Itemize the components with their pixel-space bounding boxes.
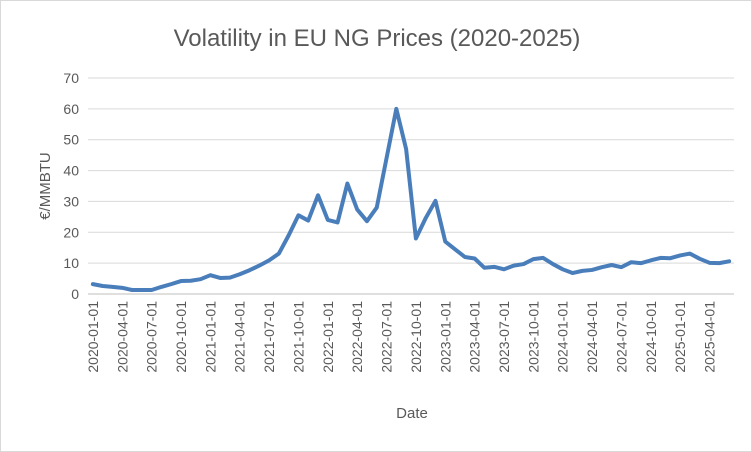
y-tick-label: 20 — [63, 224, 79, 240]
y-tick-label: 50 — [63, 132, 79, 148]
x-tick-label: 2022-07-01 — [379, 301, 395, 373]
x-tick-label: 2020-01-01 — [85, 301, 101, 373]
x-tick-label: 2021-04-01 — [232, 301, 248, 373]
x-tick-label: 2021-01-01 — [202, 301, 218, 373]
x-tick-label: 2022-04-01 — [349, 301, 365, 373]
x-tick-label: 2023-07-01 — [496, 301, 512, 373]
x-tick-label: 2023-04-01 — [467, 301, 483, 373]
x-tick-label: 2021-07-01 — [261, 301, 277, 373]
x-axis-label: Date — [396, 405, 428, 422]
y-tick-label: 70 — [63, 70, 79, 86]
x-tick-label: 2024-10-01 — [643, 301, 659, 373]
y-tick-label: 40 — [63, 163, 79, 179]
y-tick-labels: 0 10 20 30 40 50 60 70 — [63, 70, 79, 302]
x-tick-label: 2024-01-01 — [555, 301, 571, 373]
series-line — [90, 106, 732, 292]
y-tick-label: 0 — [71, 286, 79, 302]
x-tick-label: 2025-01-01 — [672, 301, 688, 373]
y-tick-label: 30 — [63, 193, 79, 209]
x-tick-label: 2022-10-01 — [408, 301, 424, 373]
y-axis-label: €/MMBTU — [37, 152, 54, 220]
y-tick-label: 60 — [63, 101, 79, 117]
x-tick-label: 2024-04-01 — [584, 301, 600, 373]
x-tick-labels: 2020-01-01 2020-04-01 2020-07-01 2020-10-01… — [85, 301, 718, 373]
x-tick-label: 2022-01-01 — [320, 301, 336, 373]
y-tick-label: 10 — [63, 255, 79, 271]
x-tick-label: 2024-07-01 — [613, 301, 629, 373]
chart-title: Volatility in EU NG Prices (2020-2025) — [174, 25, 581, 52]
x-tick-label: 2025-04-01 — [702, 301, 718, 373]
x-tick-label: 2023-10-01 — [525, 301, 541, 373]
x-tick-label: 2021-10-01 — [290, 301, 306, 373]
x-tick-label: 2020-04-01 — [114, 301, 130, 373]
x-tick-label: 2020-10-01 — [173, 301, 189, 373]
x-tick-label: 2020-07-01 — [144, 301, 160, 373]
gridlines — [88, 77, 734, 295]
x-tick-label: 2023-01-01 — [437, 301, 453, 373]
